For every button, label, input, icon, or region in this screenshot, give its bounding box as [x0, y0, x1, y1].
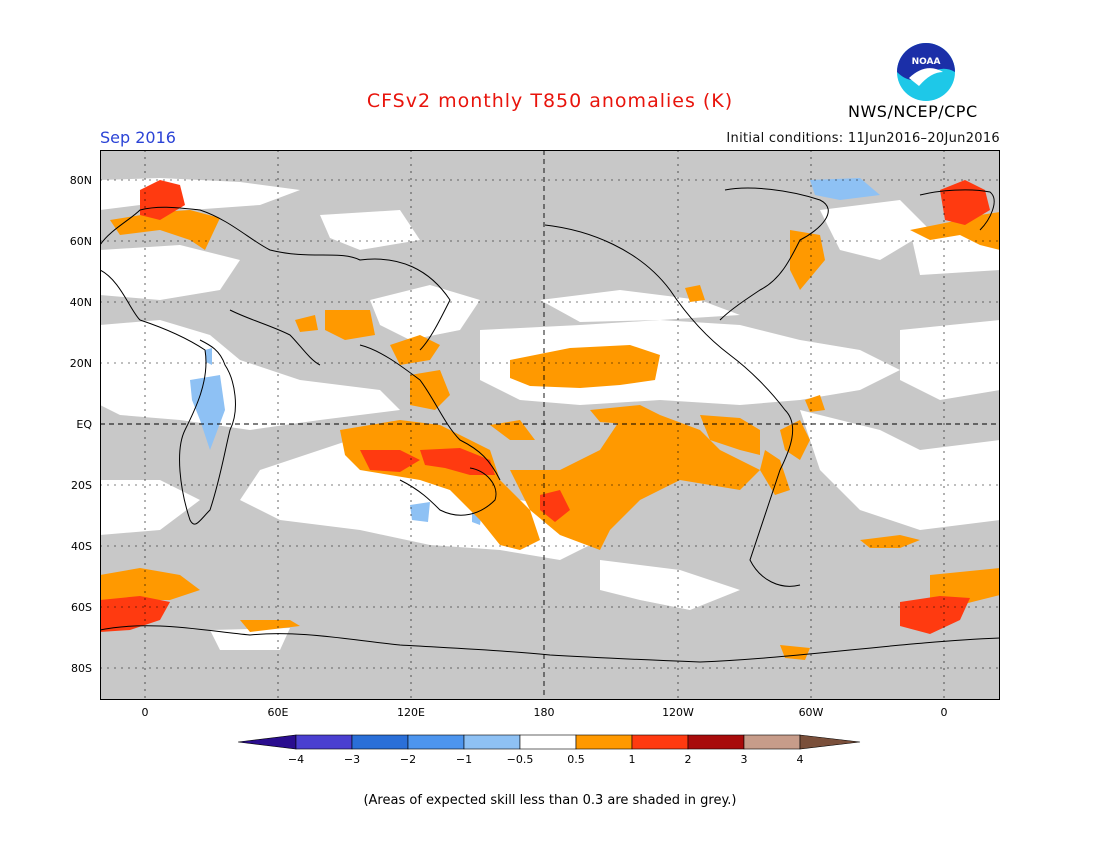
colorbar-label: −0.5 — [506, 753, 534, 766]
lat-label: EQ — [76, 418, 92, 431]
lat-label: 20N — [69, 357, 92, 370]
colorbar-swatch — [463, 734, 521, 750]
colorbar-label: 0.5 — [567, 753, 585, 766]
lon-label: 180 — [533, 706, 555, 719]
pos-anomaly-1-2 — [100, 180, 990, 634]
lat-label: 60S — [71, 601, 92, 614]
colorbar-swatch — [295, 734, 353, 750]
colorbar-arrow-high — [799, 734, 861, 750]
colorbar-swatch — [631, 734, 689, 750]
coastlines — [100, 187, 1000, 663]
initial-conditions: Initial conditions: 11Jun2016–20Jun2016 — [726, 131, 1000, 146]
colorbar-swatch — [575, 734, 633, 750]
equator-dateline — [100, 150, 1000, 700]
colorbar-swatch — [407, 734, 465, 750]
lon-label: 0 — [940, 706, 948, 719]
colorbar-swatch — [687, 734, 745, 750]
lon-label: 120E — [397, 706, 425, 719]
neg-anomaly-areas — [190, 178, 880, 525]
colorbar-swatch — [351, 734, 409, 750]
colorbar-label: 3 — [740, 753, 748, 766]
map-frame — [100, 150, 1000, 700]
graticule — [100, 150, 1000, 700]
lat-label: 40N — [69, 296, 92, 309]
colorbar-label: 2 — [684, 753, 692, 766]
skill-note: (Areas of expected skill less than 0.3 a… — [363, 793, 737, 808]
colorbar-arrow-low — [238, 734, 297, 750]
forecast-month: Sep 2016 — [100, 128, 176, 147]
lat-label: 20S — [71, 479, 92, 492]
logo-text: NOAA — [912, 57, 941, 67]
lat-label: 60N — [69, 235, 92, 248]
colorbar-label: −3 — [343, 753, 361, 766]
lon-label: 0 — [141, 706, 149, 719]
anomaly-map — [100, 150, 1000, 700]
lon-label: 60W — [798, 706, 824, 719]
colorbar-label: −4 — [287, 753, 305, 766]
map-title: CFSv2 monthly T850 anomalies (K) — [366, 90, 734, 112]
lat-label: 80S — [71, 662, 92, 675]
lat-label: 80N — [69, 174, 92, 187]
colorbar-label: −2 — [399, 753, 417, 766]
colorbar — [238, 734, 861, 750]
lat-label: 40S — [71, 540, 92, 553]
colorbar-swatch — [743, 734, 801, 750]
colorbar-label: 1 — [628, 753, 636, 766]
noaa-logo: NOAA — [897, 43, 955, 101]
colorbar-label: −1 — [455, 753, 473, 766]
agency-label: NWS/NCEP/CPC — [848, 102, 978, 121]
colorbar-label: 4 — [796, 753, 804, 766]
pos-anomaly-0.5-1 — [100, 210, 1000, 660]
colorbar-swatch — [519, 734, 577, 750]
lon-label: 60E — [267, 706, 289, 719]
lon-label: 120W — [662, 706, 694, 719]
